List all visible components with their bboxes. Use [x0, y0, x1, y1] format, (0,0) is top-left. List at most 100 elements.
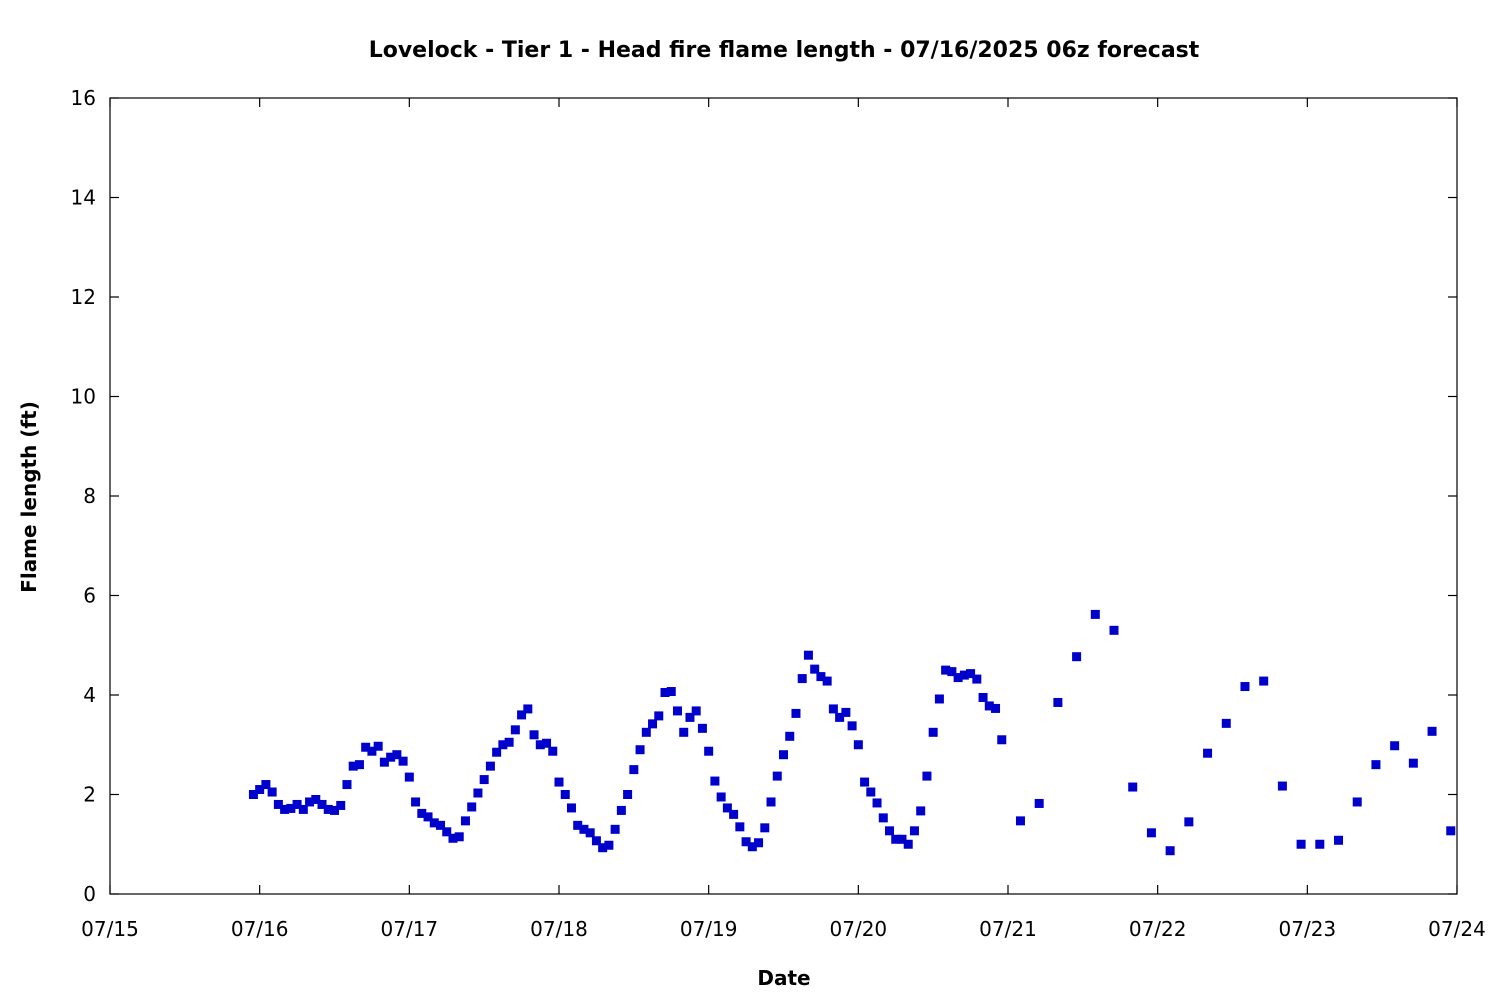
data-point	[573, 820, 583, 830]
data-point	[1034, 798, 1044, 808]
data-point	[1371, 760, 1381, 770]
data-point	[772, 771, 782, 781]
x-tick-label: 07/19	[680, 917, 738, 941]
data-point	[785, 731, 795, 741]
data-point	[1408, 758, 1418, 768]
data-point	[467, 802, 477, 812]
data-point	[1352, 797, 1362, 807]
x-tick-label: 07/20	[830, 917, 888, 941]
data-point	[810, 664, 820, 674]
data-point	[860, 777, 870, 787]
data-point	[685, 712, 695, 722]
data-point	[672, 706, 682, 716]
data-point	[460, 816, 470, 826]
data-point	[997, 735, 1007, 745]
data-point	[616, 805, 626, 815]
data-point	[841, 707, 851, 717]
x-axis-label: Date	[757, 966, 810, 990]
data-point	[947, 667, 957, 677]
data-point	[367, 746, 377, 756]
data-point	[423, 812, 433, 822]
y-tick-label: 0	[83, 882, 96, 906]
data-point	[623, 790, 633, 799]
data-point	[1259, 676, 1269, 686]
data-point	[978, 692, 988, 702]
data-point	[485, 761, 495, 771]
data-point	[1165, 846, 1175, 856]
data-point	[953, 673, 963, 683]
data-point	[448, 833, 458, 843]
data-point	[1203, 748, 1213, 758]
data-point	[1221, 718, 1231, 728]
data-point	[641, 727, 651, 737]
x-tick-label: 07/22	[1129, 917, 1187, 941]
y-tick-label: 12	[71, 285, 96, 309]
x-tick-label: 07/24	[1428, 917, 1486, 941]
data-point	[442, 827, 452, 837]
y-axis: 0 2 4 6 8 10 12 14 16	[71, 86, 1457, 906]
data-point	[1390, 741, 1400, 751]
data-point	[579, 824, 589, 834]
data-point	[1296, 839, 1306, 849]
data-point	[286, 803, 296, 813]
data-point	[411, 797, 421, 807]
data-point	[866, 787, 876, 797]
data-point	[635, 745, 645, 755]
x-axis: 07/15 07/16 07/17 07/18 07/19 07/20 07/21 07/22…	[81, 98, 1486, 941]
y-tick-label: 6	[83, 584, 96, 608]
data-point	[1315, 839, 1325, 849]
y-tick-label: 10	[71, 385, 96, 409]
y-tick-label: 14	[71, 186, 96, 210]
data-point	[386, 752, 396, 762]
x-tick-label: 07/16	[231, 917, 289, 941]
data-point	[542, 738, 552, 748]
data-point	[959, 670, 969, 680]
data-point	[822, 676, 832, 686]
data-point	[679, 727, 689, 737]
data-point	[972, 674, 982, 684]
data-point	[878, 813, 888, 823]
data-point	[504, 737, 514, 747]
data-point	[704, 746, 714, 756]
chart-title: Lovelock - Tier 1 - Head fire flame leng…	[369, 38, 1200, 63]
data-point	[697, 723, 707, 733]
data-point	[828, 704, 838, 714]
data-point	[336, 800, 346, 810]
data-point	[803, 650, 813, 660]
data-point	[354, 760, 364, 770]
data-point	[872, 798, 882, 808]
data-point	[629, 765, 639, 775]
plot-frame	[109, 97, 1458, 895]
data-point	[754, 838, 764, 848]
data-point	[1334, 835, 1344, 845]
data-point	[398, 756, 408, 766]
data-point	[610, 824, 620, 834]
data-point	[853, 740, 863, 750]
data-point	[604, 840, 614, 850]
data-point	[722, 803, 732, 813]
data-point	[585, 828, 595, 838]
data-points	[248, 609, 1456, 856]
data-point	[1446, 826, 1456, 836]
data-point	[1240, 682, 1250, 692]
data-point	[747, 842, 757, 852]
data-point	[548, 746, 558, 756]
y-axis-label: Flame length (ft)	[17, 401, 41, 593]
y-tick-label: 4	[83, 683, 96, 707]
data-point	[267, 787, 277, 797]
data-point	[928, 727, 938, 737]
data-point	[654, 711, 664, 721]
y-tick-label: 8	[83, 484, 96, 508]
data-point	[891, 834, 901, 844]
data-point	[916, 806, 926, 816]
data-point	[934, 694, 944, 704]
data-point	[492, 747, 502, 757]
data-point	[903, 839, 913, 849]
data-point	[436, 820, 446, 830]
data-point	[729, 809, 739, 819]
data-point	[317, 799, 327, 809]
data-point	[710, 776, 720, 786]
data-point	[760, 823, 770, 833]
